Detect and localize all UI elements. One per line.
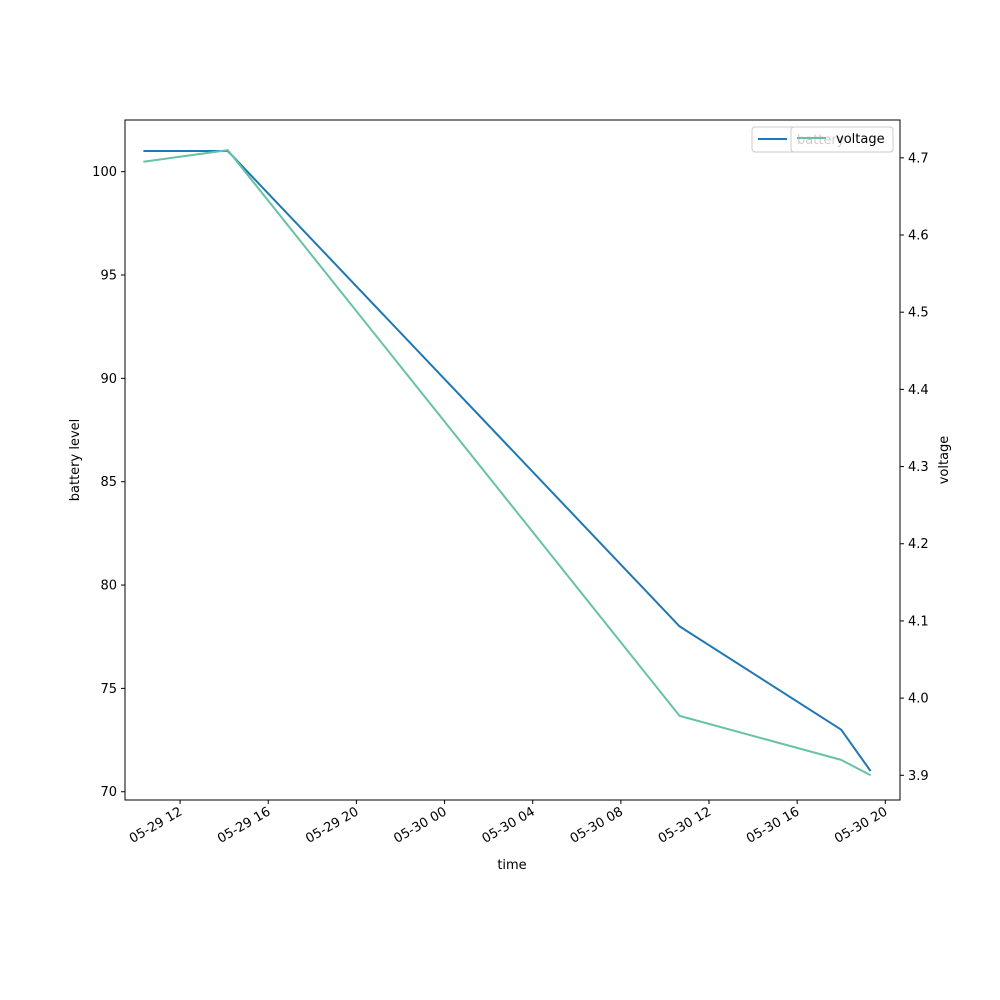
plot-frame xyxy=(124,119,901,801)
series-line-voltage xyxy=(143,149,872,777)
legend-voltage-label: voltage xyxy=(836,132,885,147)
legend-voltage: voltage xyxy=(790,126,894,153)
right-tick-label: 4.6 xyxy=(908,229,929,244)
left-y-axis: 70 75 80 85 90 95 100 xyxy=(92,165,125,800)
left-tick-label: 75 xyxy=(100,682,117,697)
right-tick-label: 4.2 xyxy=(908,537,929,552)
x-axis-label: time xyxy=(497,858,526,873)
right-tick-label: 4.3 xyxy=(908,460,929,475)
series-line-battery xyxy=(143,150,872,772)
right-tick-label: 3.9 xyxy=(908,769,929,784)
series-layer xyxy=(143,149,872,777)
left-tick-label: 95 xyxy=(100,269,117,284)
left-tick-label: 80 xyxy=(100,579,117,594)
left-tick-label: 100 xyxy=(92,165,117,180)
left-tick-label: 85 xyxy=(100,475,117,490)
right-tick-label: 4.0 xyxy=(908,692,929,707)
left-y-axis-label: battery level xyxy=(68,419,83,502)
right-y-axis: 3.9 4.0 4.1 4.2 4.3 4.4 4.5 4.6 4.7 xyxy=(900,151,929,784)
right-tick-label: 4.1 xyxy=(908,614,929,629)
legend-voltage-box xyxy=(790,126,894,153)
right-tick-label: 4.7 xyxy=(908,151,929,166)
right-y-axis-label: voltage xyxy=(937,436,952,485)
left-tick-label: 70 xyxy=(100,785,117,800)
right-tick-label: 4.4 xyxy=(908,383,929,398)
left-tick-label: 90 xyxy=(100,372,117,387)
right-tick-label: 4.5 xyxy=(908,306,929,321)
